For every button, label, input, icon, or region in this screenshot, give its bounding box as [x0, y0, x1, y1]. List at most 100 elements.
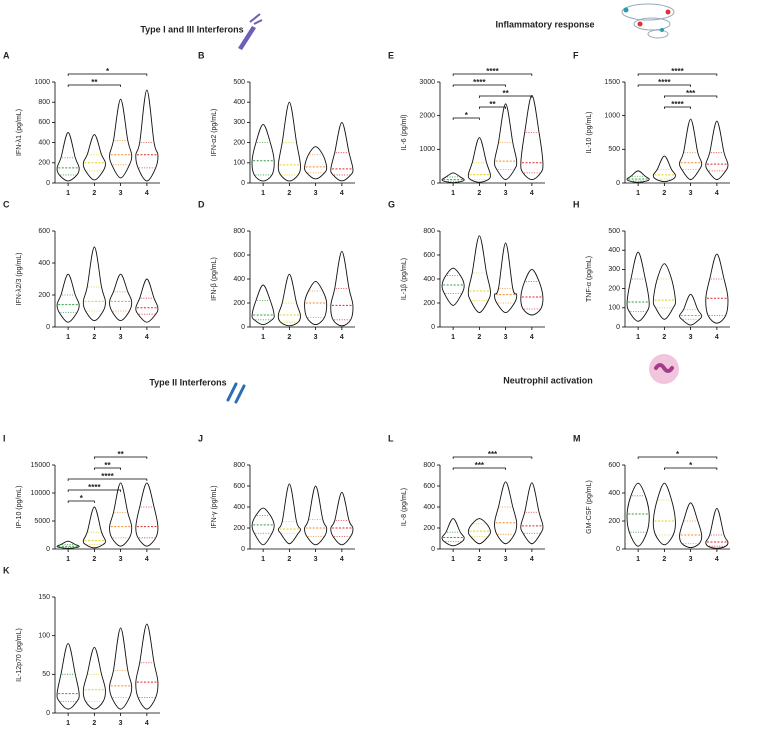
significance-label: **** [473, 78, 486, 87]
x-tick-label: 3 [119, 556, 123, 563]
panel-letter: E [388, 50, 394, 60]
panel-letter: D [198, 199, 205, 209]
panel-letter: F [573, 50, 579, 60]
panel-letter: K [3, 565, 10, 575]
x-tick-label: 1 [66, 334, 70, 341]
x-tick-label: 2 [92, 190, 96, 197]
x-tick-label: 3 [689, 556, 693, 563]
significance-bracket [664, 467, 718, 470]
y-tick-label: 800 [423, 228, 435, 235]
violin [82, 646, 106, 710]
x-tick-label: 1 [451, 556, 455, 563]
y-tick-label: 200 [233, 525, 245, 532]
significance-label: *** [686, 89, 696, 98]
x-tick-label: 1 [261, 556, 265, 563]
violin [679, 502, 703, 549]
violin [109, 482, 133, 547]
y-tick-label: 5000 [34, 518, 50, 525]
significance-bracket [664, 106, 691, 109]
x-tick-label: 2 [662, 556, 666, 563]
significance-bracket [479, 95, 533, 98]
significance-bracket [67, 500, 95, 503]
violin [705, 507, 729, 549]
x-tick-label: 3 [119, 190, 123, 197]
panel-letter: H [573, 199, 580, 209]
significance-bracket [452, 117, 480, 120]
panel: G IL-1β (pg/mL) 0 200 400 600 800 1 2 3 4 [388, 199, 545, 341]
panel: K IL-12p70 (pg/mL) 0 50 100 150 1 2 3 4 [3, 565, 160, 727]
violin [109, 627, 133, 710]
y-tick-label: 200 [233, 300, 245, 307]
y-axis-label: IL-8 (pg/mL) [401, 488, 408, 526]
x-tick-label: 3 [504, 334, 508, 341]
significance-bracket [67, 84, 121, 87]
x-tick-label: 2 [662, 334, 666, 341]
y-tick-label: 0 [241, 324, 245, 331]
x-tick-label: 4 [340, 190, 344, 197]
y-tick-label: 200 [38, 160, 50, 167]
x-tick-label: 1 [261, 334, 265, 341]
y-tick-label: 200 [423, 525, 435, 532]
significance-bracket [94, 467, 121, 470]
y-tick-label: 100 [608, 305, 620, 312]
significance-bracket [67, 478, 148, 481]
x-tick-label: 2 [287, 334, 291, 341]
significance-label: ** [91, 78, 98, 87]
panel: M GM-CSF (pg/mL) 0 200 400 600 1 2 3 4 * * [573, 433, 730, 563]
y-tick-label: 0 [46, 546, 50, 553]
x-tick-label: 1 [451, 190, 455, 197]
significance-label: **** [101, 472, 114, 481]
y-tick-label: 400 [608, 247, 620, 254]
violin [277, 273, 301, 327]
x-tick-label: 4 [715, 334, 719, 341]
y-tick-label: 0 [241, 546, 245, 553]
y-axis-label: IL-6 (pg/ml) [401, 115, 408, 151]
y-axis-label: IL-10 (pg/mL) [586, 111, 593, 153]
significance-label: * [465, 111, 469, 120]
significance-label: ** [118, 450, 125, 459]
y-tick-label: 1000 [604, 113, 620, 120]
y-tick-label: 300 [608, 266, 620, 273]
violin [705, 120, 729, 181]
x-tick-label: 2 [287, 190, 291, 197]
y-tick-label: 200 [233, 139, 245, 146]
significance-bracket [637, 73, 718, 76]
y-tick-label: 0 [616, 180, 620, 187]
y-tick-label: 400 [38, 139, 50, 146]
significance-label: **** [88, 483, 101, 492]
y-tick-label: 0 [46, 710, 50, 717]
y-axis-label: IL-12p70 (pg/mL) [16, 628, 23, 682]
violin [251, 123, 275, 182]
x-tick-label: 4 [340, 334, 344, 341]
section-title: Type I and III Interferons [140, 24, 243, 34]
x-tick-label: 2 [477, 556, 481, 563]
y-tick-label: 600 [233, 483, 245, 490]
y-tick-label: 0 [616, 546, 620, 553]
y-axis-label: IFN-α2 (pg/mL) [211, 109, 218, 157]
significance-label: * [80, 494, 84, 503]
x-tick-label: 4 [530, 334, 534, 341]
violin [82, 506, 106, 549]
significance-label: *** [475, 461, 485, 470]
panel-letter: I [3, 433, 6, 443]
violin [441, 267, 465, 306]
panel: B IFN-α2 (pg/mL) 0 100 200 300 400 500 1 2 3 4 [198, 50, 355, 197]
violin [277, 483, 301, 545]
x-tick-label: 1 [636, 334, 640, 341]
x-tick-label: 3 [314, 334, 318, 341]
violin [626, 482, 650, 547]
violin [467, 235, 491, 314]
y-tick-label: 300 [233, 119, 245, 126]
significance-label: ** [489, 100, 496, 109]
x-tick-label: 4 [530, 190, 534, 197]
violin [330, 121, 354, 182]
significance-bracket [452, 467, 506, 470]
y-tick-label: 0 [431, 546, 435, 553]
violin [56, 540, 80, 549]
y-tick-label: 600 [38, 119, 50, 126]
panel-letter: M [573, 433, 581, 443]
x-tick-label: 2 [92, 556, 96, 563]
